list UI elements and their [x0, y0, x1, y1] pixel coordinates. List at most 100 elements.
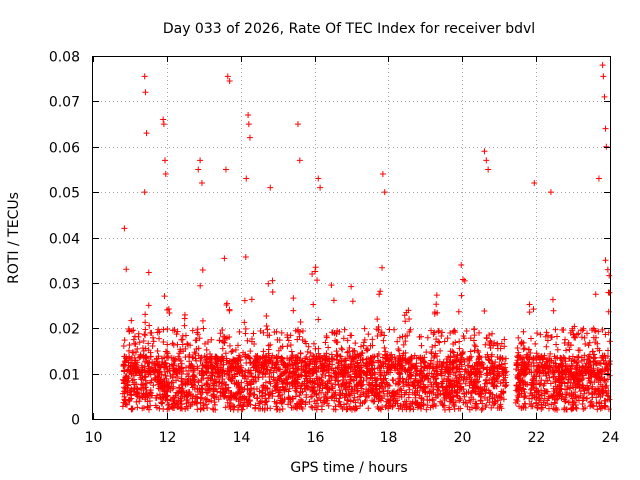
- data-point: [386, 326, 393, 333]
- data-point: [308, 403, 315, 410]
- data-point: [158, 384, 165, 391]
- data-point: [197, 282, 204, 289]
- data-point: [215, 396, 222, 403]
- data-point: [184, 371, 191, 378]
- data-point: [263, 352, 270, 359]
- data-point: [575, 359, 582, 366]
- data-point: [472, 371, 479, 378]
- data-point: [271, 329, 278, 336]
- data-point: [404, 368, 411, 375]
- data-point: [515, 352, 522, 359]
- data-point: [406, 315, 413, 322]
- data-point: [217, 357, 224, 364]
- data-point: [581, 352, 588, 359]
- data-point: [299, 328, 306, 335]
- data-point: [371, 392, 378, 399]
- data-point: [228, 360, 235, 367]
- data-point: [544, 337, 551, 344]
- data-point: [412, 365, 419, 372]
- data-point: [320, 393, 327, 400]
- data-point: [422, 389, 429, 396]
- data-point: [282, 384, 289, 391]
- data-point: [279, 356, 286, 363]
- data-point: [346, 353, 353, 360]
- data-point: [193, 346, 200, 353]
- data-point: [562, 336, 569, 343]
- data-point: [526, 301, 533, 308]
- data-point: [465, 368, 472, 375]
- data-point: [122, 357, 129, 364]
- y-tick-label: 0.03: [49, 277, 80, 293]
- data-point: [348, 332, 355, 339]
- data-point: [460, 349, 467, 356]
- data-point: [156, 335, 163, 342]
- data-point: [599, 326, 606, 333]
- data-point: [141, 73, 148, 80]
- data-point: [153, 395, 160, 402]
- data-point: [233, 379, 240, 386]
- data-point: [178, 405, 185, 412]
- data-point: [392, 398, 399, 405]
- data-point: [246, 387, 253, 394]
- data-point: [381, 332, 388, 339]
- data-point: [579, 382, 586, 389]
- data-point: [520, 346, 527, 353]
- y-tick-label: 0: [71, 413, 80, 429]
- data-point: [178, 397, 185, 404]
- data-point: [210, 385, 217, 392]
- data-point: [348, 386, 355, 393]
- data-point: [443, 395, 450, 402]
- data-point: [387, 355, 394, 362]
- data-point: [532, 340, 539, 347]
- data-point: [339, 346, 346, 353]
- data-point: [148, 377, 155, 384]
- y-tick-label: 0.02: [49, 322, 80, 338]
- data-point: [324, 389, 331, 396]
- data-point: [396, 347, 403, 354]
- data-point: [259, 405, 266, 412]
- data-point: [456, 338, 463, 345]
- data-point: [316, 387, 323, 394]
- data-point: [139, 405, 146, 412]
- data-point: [132, 341, 139, 348]
- data-point: [360, 389, 367, 396]
- data-point: [218, 354, 225, 361]
- data-point: [520, 362, 527, 369]
- data-point: [266, 354, 273, 361]
- data-point: [200, 325, 207, 332]
- data-point: [525, 359, 532, 366]
- data-point: [164, 325, 171, 332]
- data-point: [251, 391, 258, 398]
- data-point: [173, 377, 180, 384]
- data-point: [521, 345, 528, 352]
- data-point: [348, 283, 355, 290]
- data-point: [283, 376, 290, 383]
- data-point: [526, 395, 533, 402]
- data-point: [594, 340, 601, 347]
- data-point: [161, 360, 168, 367]
- data-point: [310, 340, 317, 347]
- data-point: [457, 356, 464, 363]
- data-point: [295, 328, 302, 335]
- data-point: [332, 370, 339, 377]
- data-point: [440, 391, 447, 398]
- data-point: [156, 328, 163, 335]
- data-point: [234, 390, 241, 397]
- data-point: [491, 400, 498, 407]
- data-point: [433, 336, 440, 343]
- data-point: [376, 405, 383, 412]
- data-point: [133, 381, 140, 388]
- data-point: [250, 391, 257, 398]
- data-point: [424, 383, 431, 390]
- data-point: [309, 271, 316, 278]
- data-point: [241, 319, 248, 326]
- data-point: [590, 403, 597, 410]
- data-point: [222, 386, 229, 393]
- data-point: [189, 327, 196, 334]
- data-point: [185, 399, 192, 406]
- data-point: [389, 361, 396, 368]
- data-point: [452, 369, 459, 376]
- data-point: [155, 367, 162, 374]
- data-point: [582, 341, 589, 348]
- data-point: [537, 331, 544, 338]
